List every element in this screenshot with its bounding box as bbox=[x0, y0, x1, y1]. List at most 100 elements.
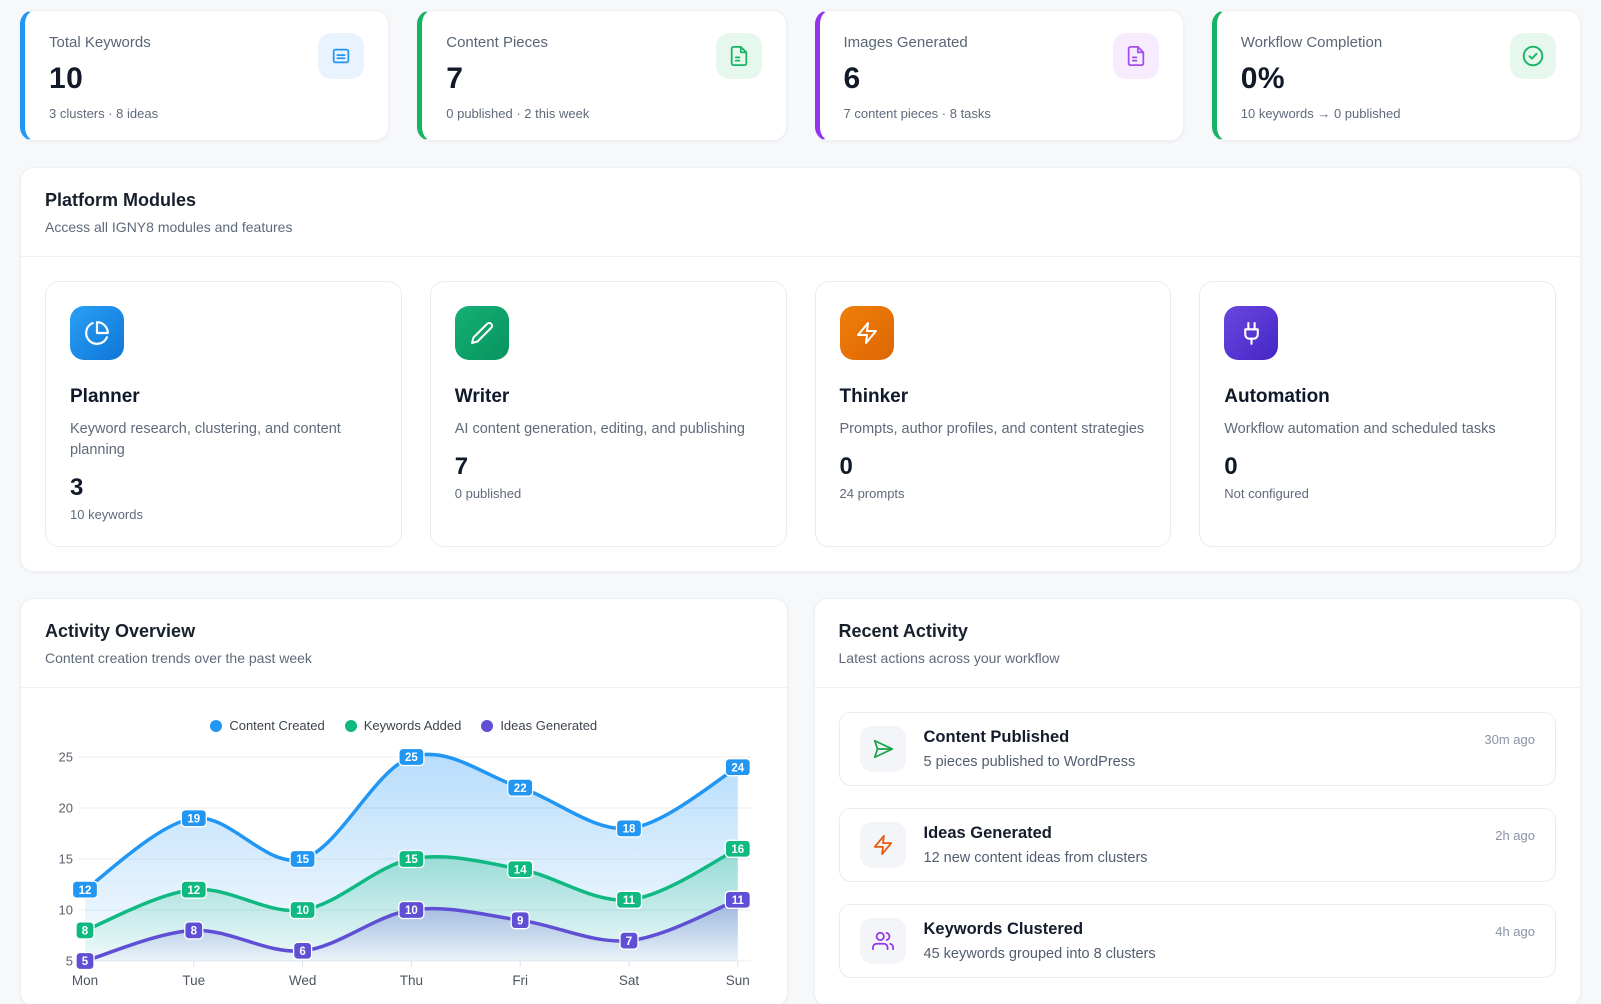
legend-item[interactable]: Ideas Generated bbox=[481, 718, 597, 733]
module-sub: 24 prompts bbox=[839, 486, 905, 502]
legend-dot bbox=[210, 719, 223, 732]
svg-text:10: 10 bbox=[296, 905, 309, 917]
users-icon bbox=[859, 918, 906, 965]
stat-label: Total Keywords bbox=[49, 34, 151, 51]
pie-chart-icon bbox=[70, 306, 124, 360]
svg-text:24: 24 bbox=[731, 762, 744, 774]
section-title: Activity Overview bbox=[45, 621, 196, 642]
zap-icon bbox=[839, 306, 894, 360]
svg-text:10: 10 bbox=[59, 903, 73, 918]
legend-item[interactable]: Keywords Added bbox=[344, 718, 461, 733]
svg-text:8: 8 bbox=[191, 926, 198, 938]
activity-body: Content Published 5 pieces published to … bbox=[924, 728, 1467, 770]
module-title: Automation bbox=[1224, 386, 1330, 407]
module-sub: 0 published bbox=[454, 486, 522, 502]
chart-plot-area: 5 10 15 20 25 Mon Tue Wed Thu Fri Sat Sun 12 19 15 25 22… bbox=[45, 739, 763, 1004]
platform-modules-panel: Platform Modules Access all IGNY8 module… bbox=[20, 167, 1581, 573]
activity-description: 12 new content ideas from clusters bbox=[923, 850, 1148, 867]
module-value: 7 bbox=[454, 453, 469, 481]
stat-sub: 10 keywords → 0 published bbox=[1240, 106, 1401, 121]
activity-title: Keywords Clustered bbox=[923, 920, 1084, 939]
activity-title: Ideas Generated bbox=[923, 824, 1052, 843]
svg-text:14: 14 bbox=[514, 864, 527, 876]
module-card-writer[interactable]: Writer AI content generation, editing, a… bbox=[429, 281, 787, 548]
svg-text:6: 6 bbox=[299, 946, 305, 958]
activity-overview-header: Activity Overview Content creation trend… bbox=[21, 599, 787, 687]
divider bbox=[21, 687, 787, 689]
section-title: Platform Modules bbox=[45, 190, 197, 210]
platform-modules-header: Platform Modules Access all IGNY8 module… bbox=[21, 168, 1580, 256]
svg-text:5: 5 bbox=[82, 956, 89, 968]
legend-label: Content Created bbox=[229, 718, 325, 734]
module-title: Writer bbox=[454, 386, 510, 407]
activity-description: 45 keywords grouped into 8 clusters bbox=[923, 946, 1156, 963]
legend-item[interactable]: Content Created bbox=[210, 718, 325, 734]
stat-value: 10 bbox=[49, 62, 84, 95]
svg-text:Fri: Fri bbox=[512, 973, 528, 988]
section-title: Recent Activity bbox=[838, 621, 968, 642]
module-card-automation[interactable]: Automation Workflow automation and sched… bbox=[1199, 281, 1556, 548]
divider bbox=[21, 256, 1580, 257]
svg-text:12: 12 bbox=[187, 885, 200, 897]
svg-text:Thu: Thu bbox=[400, 973, 423, 988]
svg-text:25: 25 bbox=[59, 750, 73, 765]
plug-icon bbox=[1224, 306, 1279, 360]
svg-text:11: 11 bbox=[623, 895, 636, 907]
svg-text:Wed: Wed bbox=[289, 973, 317, 988]
activity-item-ideas-generated: Ideas Generated 12 new content ideas fro… bbox=[838, 808, 1556, 883]
divider bbox=[814, 687, 1580, 689]
stats-row: Total Keywords 10 3 clusters · 8 ideas C… bbox=[20, 10, 1581, 141]
activity-item-content-published: Content Published 5 pieces published to … bbox=[838, 712, 1556, 787]
svg-text:5: 5 bbox=[66, 954, 73, 969]
module-title: Thinker bbox=[839, 386, 909, 407]
svg-text:16: 16 bbox=[731, 844, 744, 856]
file-text-icon bbox=[1112, 33, 1159, 79]
activity-timestamp: 30m ago bbox=[1484, 732, 1535, 748]
svg-text:12: 12 bbox=[79, 885, 92, 897]
stat-card-content-pieces: Content Pieces 7 0 published · 2 this we… bbox=[417, 10, 787, 141]
svg-text:22: 22 bbox=[514, 783, 527, 795]
stat-label: Workflow Completion bbox=[1240, 34, 1383, 51]
file-text-icon bbox=[715, 33, 762, 79]
legend-label: Ideas Generated bbox=[500, 718, 598, 734]
stat-card-workflow-completion: Workflow Completion 0% 10 keywords → 0 p… bbox=[1211, 10, 1581, 141]
check-circle-icon bbox=[1510, 33, 1556, 79]
svg-text:11: 11 bbox=[732, 895, 745, 907]
module-value: 3 bbox=[70, 474, 84, 502]
area-fill-2 bbox=[85, 899, 738, 962]
svg-text:15: 15 bbox=[405, 854, 418, 866]
stat-sub: 0 published · 2 this week bbox=[446, 106, 590, 121]
svg-text:Sat: Sat bbox=[619, 973, 640, 988]
activity-description: 5 pieces published to WordPress bbox=[923, 754, 1136, 771]
legend-dot bbox=[481, 719, 494, 732]
activity-timestamp: 2h ago bbox=[1495, 828, 1535, 844]
stat-value: 7 bbox=[446, 62, 464, 95]
recent-activity-header: Recent Activity Latest actions across yo… bbox=[815, 599, 1581, 687]
modules-grid: Planner Keyword research, clustering, an… bbox=[21, 257, 1580, 571]
svg-text:20: 20 bbox=[59, 801, 73, 816]
activity-body: Ideas Generated 12 new content ideas fro… bbox=[924, 824, 1478, 866]
module-sub: Not configured bbox=[1224, 486, 1309, 502]
section-subtitle: Access all IGNY8 modules and features bbox=[45, 219, 293, 235]
activity-timestamp: 4h ago bbox=[1495, 924, 1535, 940]
svg-text:Tue: Tue bbox=[182, 973, 205, 988]
recent-activity-panel: Recent Activity Latest actions across yo… bbox=[813, 598, 1581, 1004]
stat-sub: 3 clusters · 8 ideas bbox=[49, 106, 159, 121]
svg-text:15: 15 bbox=[296, 854, 309, 866]
svg-text:Sun: Sun bbox=[726, 973, 750, 988]
section-subtitle: Content creation trends over the past we… bbox=[45, 650, 312, 667]
activity-chart: Content Created Keywords Added Ideas Gener… bbox=[21, 688, 787, 1004]
recent-activity-list: Content Published 5 pieces published to … bbox=[815, 688, 1581, 1002]
pencil-icon bbox=[454, 306, 509, 360]
module-card-thinker[interactable]: Thinker Prompts, author profiles, and co… bbox=[814, 281, 1172, 548]
module-value: 0 bbox=[839, 453, 853, 481]
module-card-planner[interactable]: Planner Keyword research, clustering, an… bbox=[45, 281, 402, 548]
document-lines-icon bbox=[318, 33, 365, 79]
stat-card-total-keywords: Total Keywords 10 3 clusters · 8 ideas bbox=[20, 10, 390, 141]
svg-text:Mon: Mon bbox=[72, 973, 98, 988]
stat-sub: 7 content pieces · 8 tasks bbox=[843, 106, 991, 121]
stat-label: Content Pieces bbox=[446, 34, 548, 51]
svg-text:15: 15 bbox=[59, 852, 73, 867]
svg-text:10: 10 bbox=[405, 905, 418, 917]
